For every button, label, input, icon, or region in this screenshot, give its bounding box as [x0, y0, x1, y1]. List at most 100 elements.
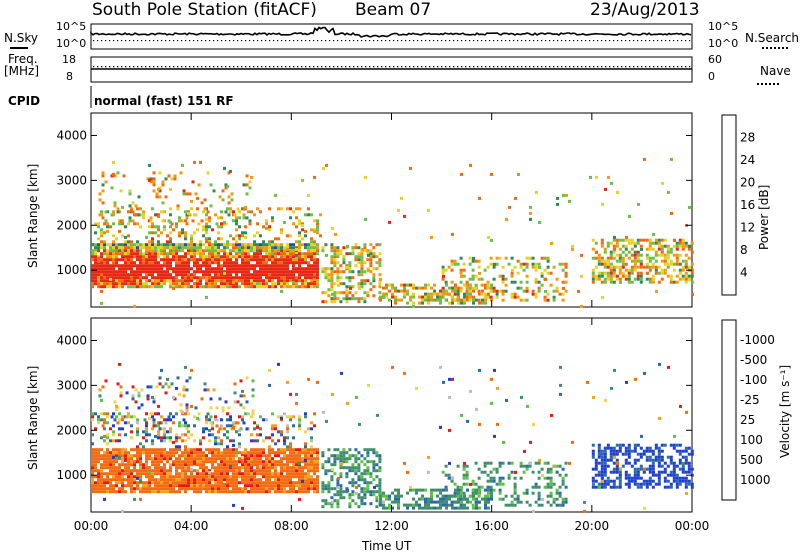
heatmap-cell	[612, 470, 616, 474]
heatmap-cell	[307, 427, 310, 431]
heatmap-cell	[471, 259, 475, 263]
heatmap-cell	[336, 448, 340, 452]
heatmap-cell	[498, 256, 502, 260]
heatmap-cell	[241, 466, 244, 470]
heatmap-cell	[157, 270, 160, 274]
heatmap-cell	[148, 273, 151, 277]
heatmap-cell	[109, 264, 112, 268]
heatmap-cell	[379, 491, 382, 495]
heatmap-cell	[121, 418, 124, 422]
heatmap-cell	[433, 283, 436, 287]
heatmap-cell	[603, 247, 607, 251]
heatmap-cell	[277, 472, 280, 476]
nsearch-dot	[665, 40, 667, 42]
heatmap-cell	[543, 298, 547, 302]
heatmap-cell	[160, 439, 163, 443]
heatmap-cell	[681, 455, 685, 459]
nave-dot	[517, 66, 519, 68]
heatmap-cell	[327, 267, 331, 271]
heatmap-cell	[654, 455, 658, 459]
heatmap-cell	[372, 460, 376, 464]
heatmap-cell	[100, 490, 103, 494]
heatmap-cell	[372, 246, 376, 250]
heatmap-cell	[678, 271, 682, 275]
heatmap-cell	[513, 491, 517, 495]
nsearch-dot	[481, 40, 483, 42]
heatmap-cell	[283, 481, 286, 485]
heatmap-cell	[412, 295, 415, 299]
heatmap-cell	[684, 446, 688, 450]
heatmap-cell	[669, 482, 673, 486]
nsearch-dot	[273, 40, 275, 42]
heatmap-cell	[97, 225, 100, 229]
heatmap-cell	[130, 252, 133, 256]
heatmap-cell	[244, 235, 247, 239]
heatmap-cell	[495, 295, 499, 299]
heatmap-cell	[316, 454, 319, 458]
heatmap-cell	[549, 494, 553, 498]
heatmap-cell	[115, 249, 118, 253]
heatmap-cell	[645, 458, 649, 462]
heatmap-cell	[501, 292, 505, 296]
heatmap-cell	[100, 487, 103, 491]
heatmap-cell	[235, 463, 238, 467]
heatmap-cell	[469, 163, 472, 167]
heatmap-cell	[339, 454, 343, 458]
heatmap-cell	[217, 430, 220, 434]
heatmap-cell	[196, 469, 199, 473]
heatmap-cell	[175, 258, 178, 262]
heatmap-cell	[654, 482, 658, 486]
heatmap-cell	[253, 487, 256, 491]
heatmap-cell	[456, 292, 460, 296]
heatmap-cell	[187, 475, 190, 479]
heatmap-cell	[244, 487, 247, 491]
heatmap-cell	[322, 410, 325, 414]
heatmap-cell	[241, 276, 244, 280]
heatmap-cell	[316, 484, 319, 488]
heatmap-cell	[127, 246, 130, 250]
heatmap-cell	[600, 238, 604, 242]
heatmap-cell	[369, 258, 373, 262]
heatmap-cell	[274, 424, 277, 428]
heatmap-cell	[133, 415, 136, 419]
heatmap-cell	[345, 294, 349, 298]
heatmap-cell	[627, 274, 631, 278]
heatmap-cell	[289, 276, 292, 280]
heatmap-cell	[295, 466, 298, 470]
heatmap-cell	[115, 484, 118, 488]
heatmap-cell	[166, 252, 169, 256]
heatmap-cell	[256, 460, 259, 464]
heatmap-cell	[178, 487, 181, 491]
heatmap-cell	[522, 268, 526, 272]
heatmap-cell	[113, 204, 117, 208]
heatmap-cell	[321, 249, 325, 253]
heatmap-cell	[256, 433, 259, 437]
heatmap-cell	[337, 283, 340, 287]
heatmap-cell	[663, 443, 667, 447]
heatmap-cell	[459, 271, 463, 275]
heatmap-cell	[580, 304, 583, 308]
heatmap-cell	[342, 460, 346, 464]
heatmap-cell	[208, 470, 211, 474]
heatmap-cell	[480, 470, 484, 474]
heatmap-cell	[130, 264, 133, 268]
nsearch-dot	[585, 40, 587, 42]
heatmap-cell	[591, 274, 595, 278]
heatmap-cell	[211, 424, 214, 428]
heatmap-cell	[220, 424, 223, 428]
heatmap-cell	[205, 231, 208, 235]
heatmap-cell	[654, 443, 658, 447]
heatmap-cell	[324, 460, 328, 464]
heatmap-cell	[321, 484, 325, 488]
heatmap-cell	[492, 286, 496, 290]
heatmap-cell	[97, 270, 100, 274]
heatmap-cell	[151, 460, 154, 464]
heatmap-cell	[193, 249, 196, 253]
heatmap-cell	[97, 454, 100, 458]
heatmap-cell	[112, 469, 115, 473]
heatmap-cell	[253, 270, 256, 274]
heatmap-cell	[182, 192, 186, 196]
heatmap-cell	[256, 264, 259, 268]
heatmap-cell	[157, 454, 160, 458]
heatmap-cell	[274, 261, 277, 265]
